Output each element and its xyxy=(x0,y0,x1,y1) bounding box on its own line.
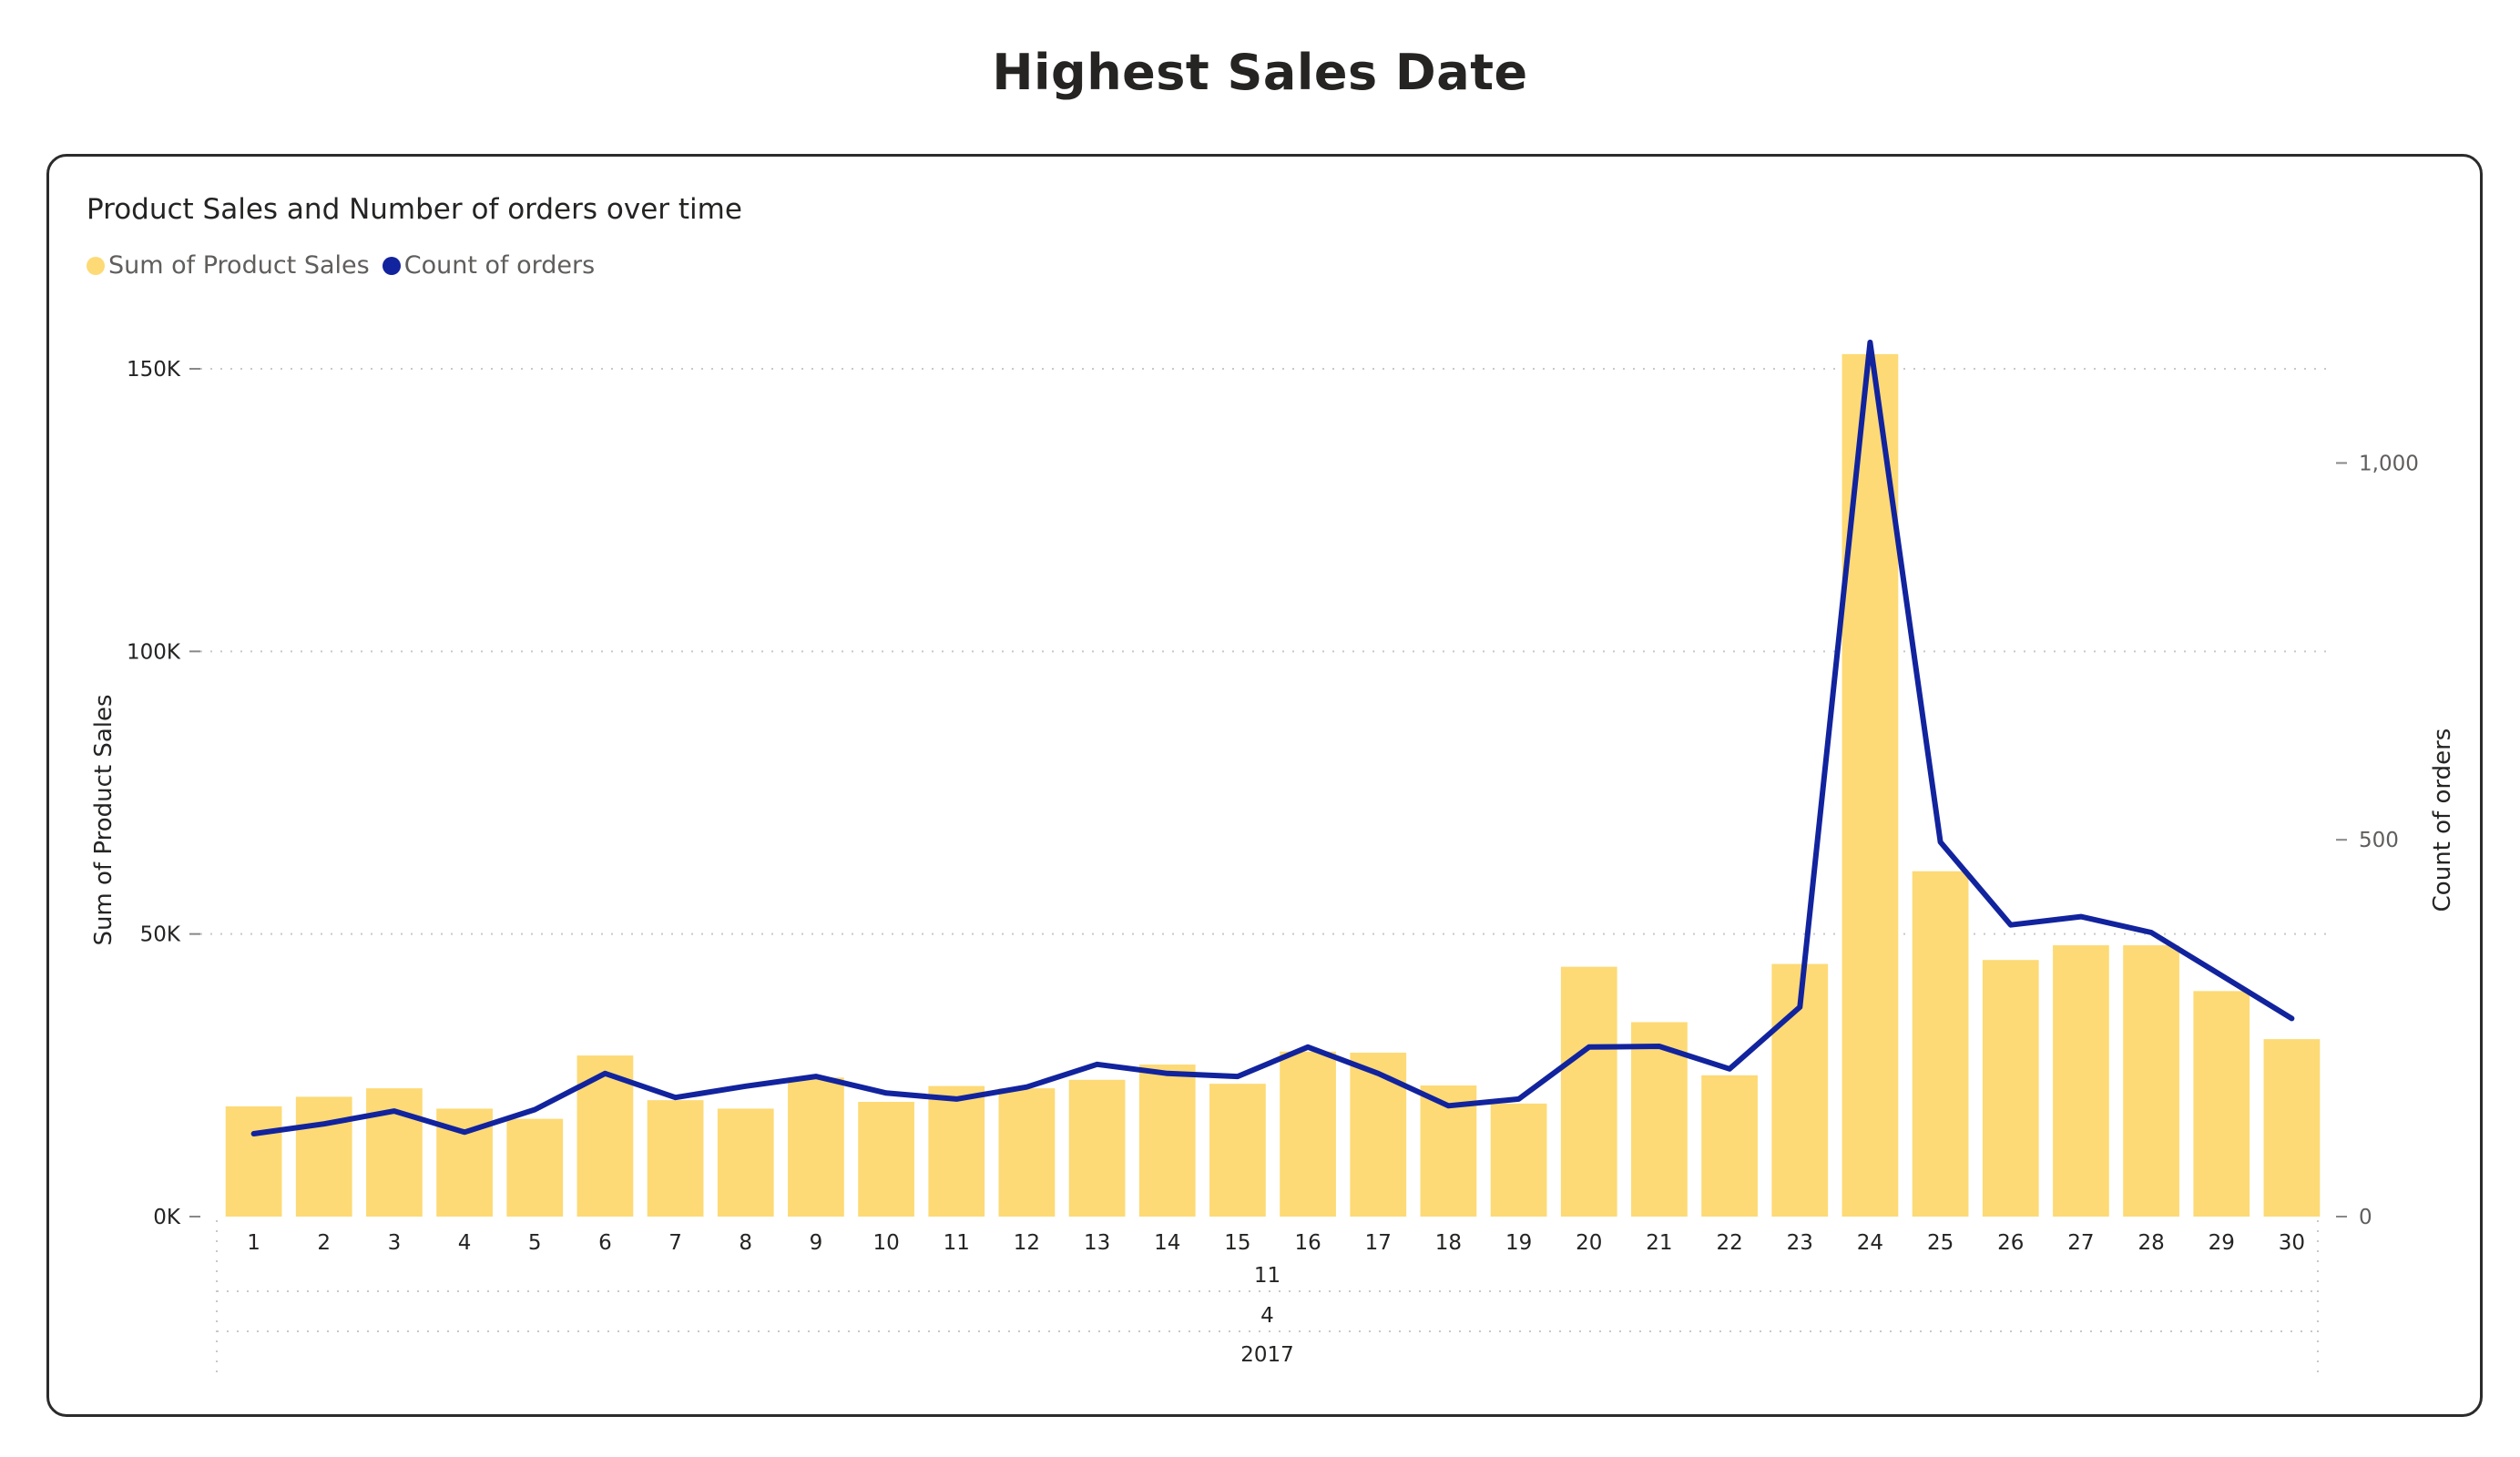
x-tick-label: 19 xyxy=(1505,1231,1532,1255)
legend-marker-product-sales xyxy=(87,256,105,275)
bar-product-sales[interactable] xyxy=(858,1102,914,1217)
x-tick-label: 26 xyxy=(1997,1231,2024,1255)
x-tick-label: 29 xyxy=(2209,1231,2235,1255)
bar-product-sales[interactable] xyxy=(1138,1065,1196,1217)
bar-product-sales[interactable] xyxy=(1209,1084,1266,1217)
x-tick-label: 25 xyxy=(1927,1231,1954,1255)
x-year-label: 2017 xyxy=(1240,1343,1294,1367)
bar-product-sales[interactable] xyxy=(647,1100,704,1217)
y2-tick-label: 0 xyxy=(2359,1206,2372,1229)
bar-product-sales[interactable] xyxy=(506,1118,564,1217)
legend-label-product-sales: Sum of Product Sales xyxy=(108,251,370,280)
bar-product-sales[interactable] xyxy=(1350,1053,1407,1217)
bar-product-sales[interactable] xyxy=(225,1105,282,1217)
y-tick-label: 150K xyxy=(127,358,181,382)
x-tick-label: 28 xyxy=(2137,1231,2164,1255)
y2-tick-label: 500 xyxy=(2359,829,2399,852)
x-tick-label: 20 xyxy=(1576,1231,1602,1255)
legend-marker-count-orders xyxy=(382,256,401,275)
bar-product-sales[interactable] xyxy=(1701,1075,1758,1217)
x-tick-label: 15 xyxy=(1224,1231,1250,1255)
bar-product-sales[interactable] xyxy=(1912,871,1969,1217)
page-title: Highest Sales Date xyxy=(992,44,1528,101)
x-tick-label: 8 xyxy=(739,1231,752,1255)
bar-product-sales[interactable] xyxy=(788,1077,844,1217)
x-tick-label: 5 xyxy=(528,1231,542,1255)
x-tick-label: 27 xyxy=(2067,1231,2094,1255)
x-tick-label: 10 xyxy=(872,1231,899,1255)
y-tick-label: 0K xyxy=(153,1206,181,1229)
x-tick-label: 24 xyxy=(1857,1231,1883,1255)
x-tick-label: 13 xyxy=(1084,1231,1110,1255)
x-tick-label: 7 xyxy=(668,1231,682,1255)
bar-product-sales[interactable] xyxy=(1490,1103,1547,1217)
bar-product-sales[interactable] xyxy=(1068,1079,1126,1217)
x-tick-label: 30 xyxy=(2279,1231,2305,1255)
bar-product-sales[interactable] xyxy=(2053,945,2109,1217)
x-month-label: 11 xyxy=(1254,1264,1280,1288)
x-quarter-label: 4 xyxy=(1260,1304,1274,1328)
x-tick-label: 2 xyxy=(317,1231,331,1255)
y-axis-title: Sum of Product Sales xyxy=(90,694,117,945)
x-tick-label: 23 xyxy=(1787,1231,1813,1255)
x-tick-label: 16 xyxy=(1294,1231,1321,1255)
bar-product-sales[interactable] xyxy=(2123,945,2179,1217)
bar-product-sales[interactable] xyxy=(928,1085,985,1217)
x-tick-label: 11 xyxy=(944,1231,970,1255)
bar-product-sales[interactable] xyxy=(998,1088,1056,1217)
chart-legend: Sum of Product Sales Count of orders xyxy=(87,251,607,280)
bar-product-sales[interactable] xyxy=(1982,960,2039,1217)
bar-product-sales[interactable] xyxy=(2263,1039,2321,1217)
x-tick-label: 6 xyxy=(598,1231,612,1255)
x-tick-label: 3 xyxy=(388,1231,402,1255)
bar-product-sales[interactable] xyxy=(366,1088,423,1217)
bar-product-sales[interactable] xyxy=(717,1108,774,1217)
x-tick-label: 9 xyxy=(810,1231,823,1255)
x-tick-label: 17 xyxy=(1365,1231,1392,1255)
x-tick-label: 12 xyxy=(1014,1231,1040,1255)
y-tick-label: 100K xyxy=(127,640,181,664)
legend-label-count-orders: Count of orders xyxy=(403,251,596,280)
y-tick-label: 50K xyxy=(140,923,181,947)
bar-product-sales[interactable] xyxy=(295,1096,352,1217)
chart-title: Product Sales and Number of orders over … xyxy=(87,193,742,226)
x-tick-label: 1 xyxy=(247,1231,260,1255)
x-tick-label: 22 xyxy=(1716,1231,1742,1255)
bar-product-sales[interactable] xyxy=(2193,991,2250,1217)
x-tick-label: 21 xyxy=(1646,1231,1672,1255)
bar-product-sales[interactable] xyxy=(1560,966,1617,1217)
x-tick-label: 14 xyxy=(1154,1231,1180,1255)
x-tick-label: 4 xyxy=(458,1231,472,1255)
legend-item-count-orders[interactable]: Count of orders xyxy=(382,251,596,280)
y2-axis-title: Count of orders xyxy=(2429,728,2456,912)
x-tick-label: 18 xyxy=(1435,1231,1462,1255)
line-count-orders[interactable] xyxy=(250,340,2295,1136)
legend-item-product-sales[interactable]: Sum of Product Sales xyxy=(87,251,370,280)
bar-product-sales[interactable] xyxy=(1280,1051,1336,1217)
y2-tick-label: 1,000 xyxy=(2359,452,2419,475)
